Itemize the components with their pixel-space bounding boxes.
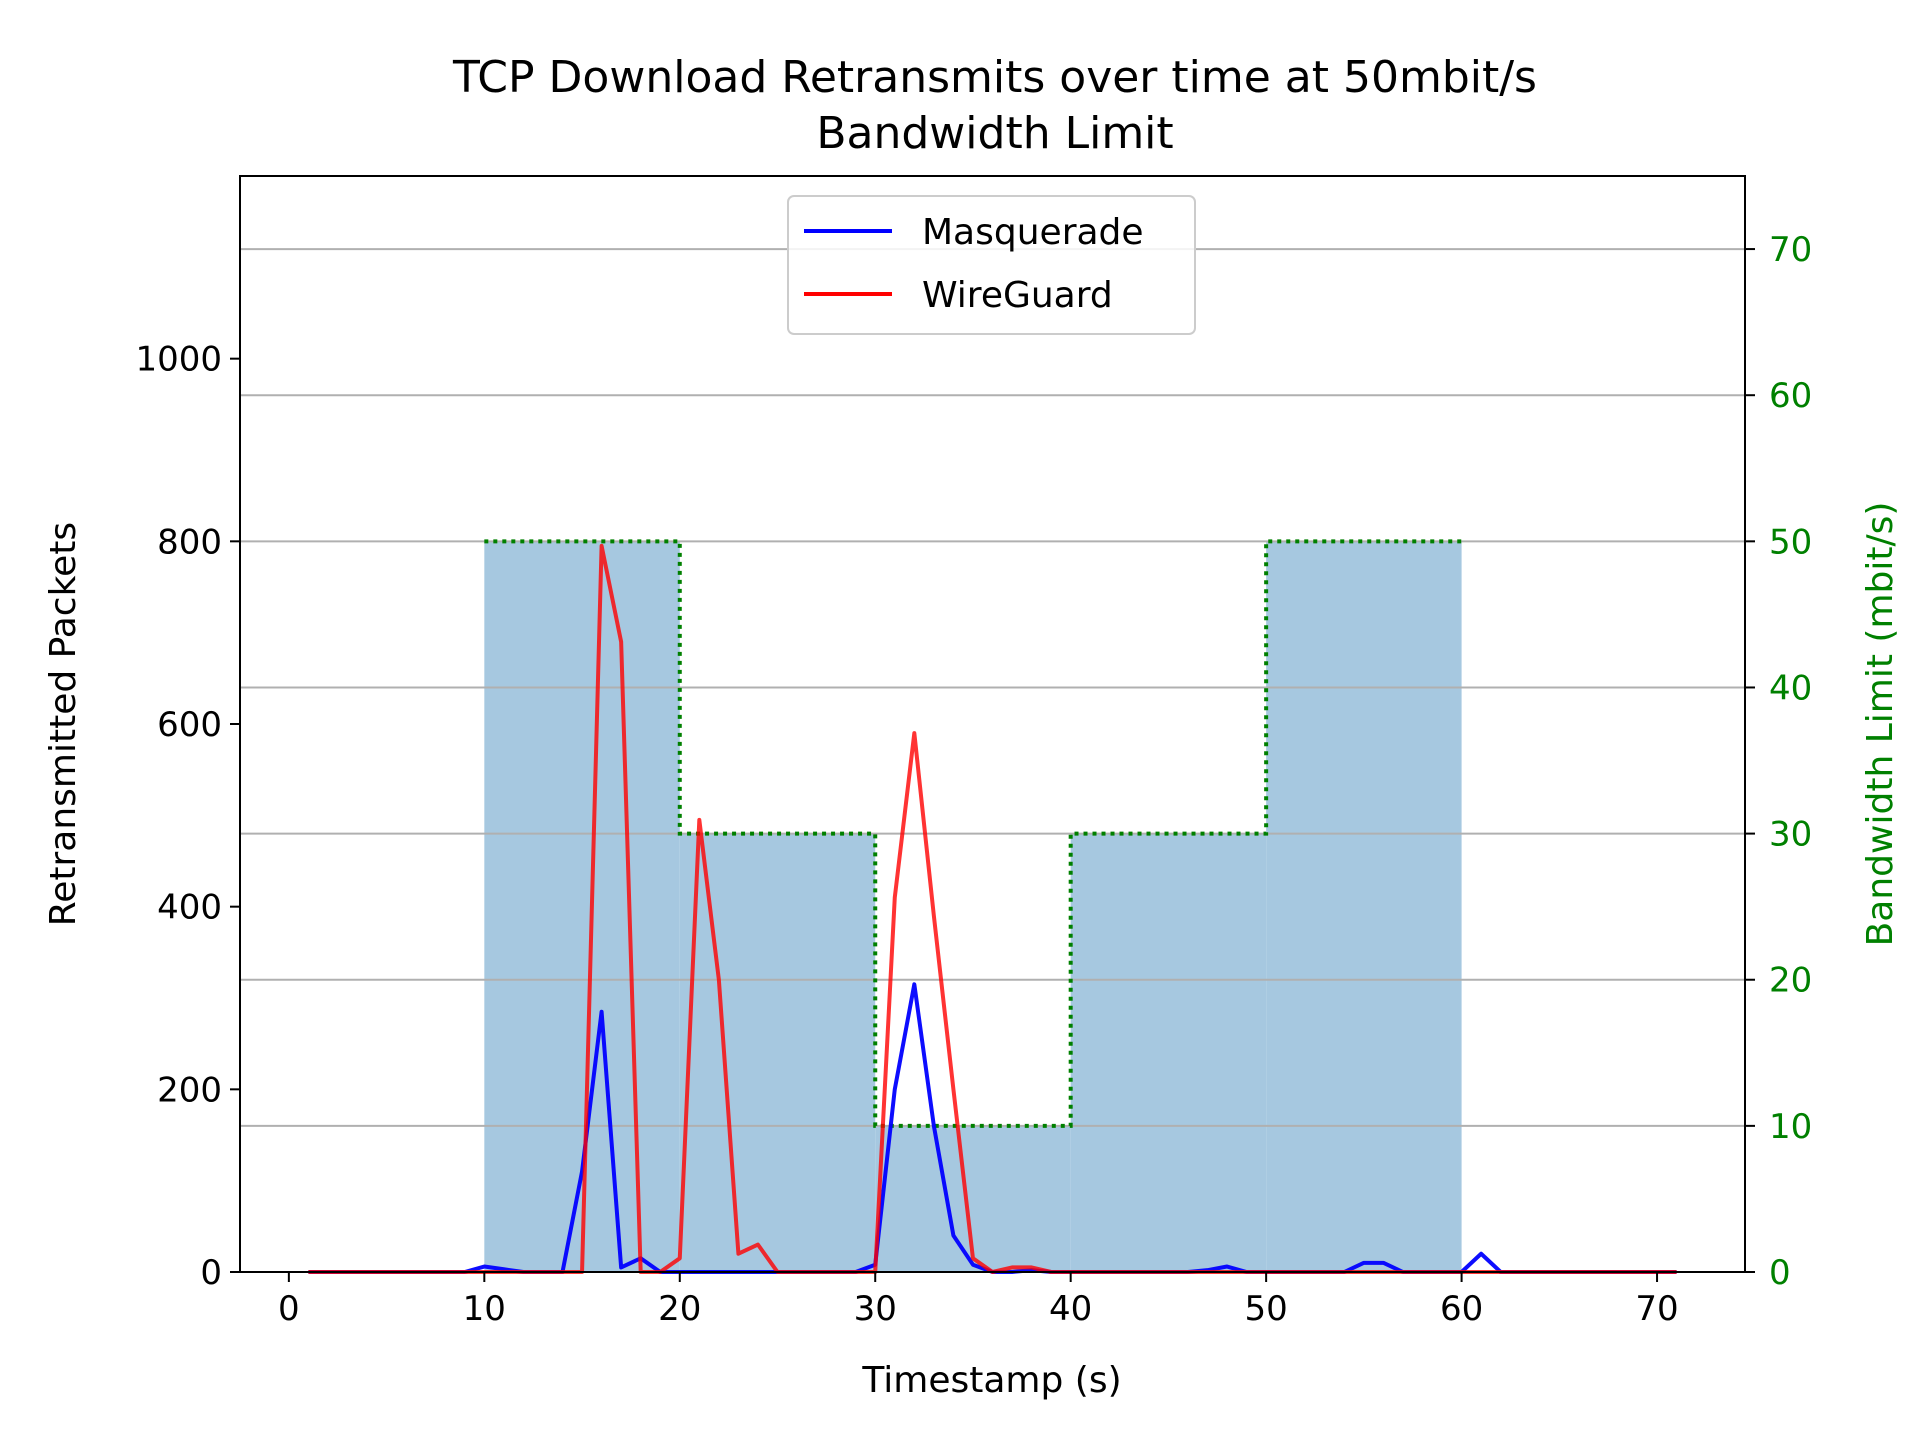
y2-tick-label-20: 20: [1769, 961, 1812, 1001]
bandwidth-limit-line: [484, 539, 1462, 1128]
y2-tick-label-70: 70: [1769, 230, 1812, 270]
x-tick-label-50: 50: [1245, 1289, 1288, 1329]
x-axis-label: Timestamp (s): [861, 1360, 1121, 1401]
legend-label-wireguard: WireGuard: [922, 275, 1113, 316]
y-tick-label-600: 600: [157, 705, 222, 745]
y-axis-label: Retransmitted Packets: [43, 522, 84, 926]
x-tick-label-40: 40: [1049, 1289, 1092, 1329]
chart-title-line1: TCP Download Retransmits over time at 50…: [452, 52, 1537, 103]
y-tick-label-200: 200: [157, 1070, 222, 1110]
y-tick-label-1000: 1000: [135, 340, 222, 380]
x-tick-label-60: 60: [1440, 1289, 1483, 1329]
x-tick-label-30: 30: [854, 1289, 897, 1329]
legend-label-masquerade: Masquerade: [922, 212, 1144, 253]
bandwidth-fill-4: [1266, 541, 1462, 1272]
y-tick-label-400: 400: [157, 888, 222, 928]
x-tick-label-0: 0: [278, 1289, 300, 1329]
x-tick-label-20: 20: [658, 1289, 701, 1329]
y2-tick-label-50: 50: [1769, 522, 1812, 562]
y2-tick-label-60: 60: [1769, 376, 1812, 416]
bandwidth-fill-3: [1070, 833, 1267, 1272]
chart-title-line2: Bandwidth Limit: [816, 108, 1173, 159]
legend: Masquerade WireGuard: [787, 195, 1196, 335]
y-axis-ticks: 0 200 400 600 800 1000: [135, 340, 240, 1293]
bandwidth-limit-layer: [484, 539, 1462, 1128]
bandwidth-fill-1: [679, 833, 876, 1272]
y2-tick-label-40: 40: [1769, 668, 1812, 708]
y2-tick-label-0: 0: [1769, 1253, 1791, 1293]
bandwidth-fill-layer: [484, 541, 1462, 1272]
bandwidth-fill-0: [484, 541, 680, 1272]
y2-tick-label-30: 30: [1769, 815, 1812, 855]
y2-axis-label: Bandwidth Limit (mbit/s): [1860, 502, 1901, 947]
y-tick-label-800: 800: [157, 522, 222, 562]
x-tick-label-70: 70: [1635, 1289, 1678, 1329]
x-tick-label-10: 10: [463, 1289, 506, 1329]
y-tick-label-0: 0: [200, 1253, 222, 1293]
y2-axis-ticks: 0 10 20 30 40 50 60 70: [1745, 230, 1812, 1293]
y2-tick-label-10: 10: [1769, 1107, 1812, 1147]
x-axis-ticks: 0 10 20 30 40 50 60 70: [278, 1272, 1679, 1329]
